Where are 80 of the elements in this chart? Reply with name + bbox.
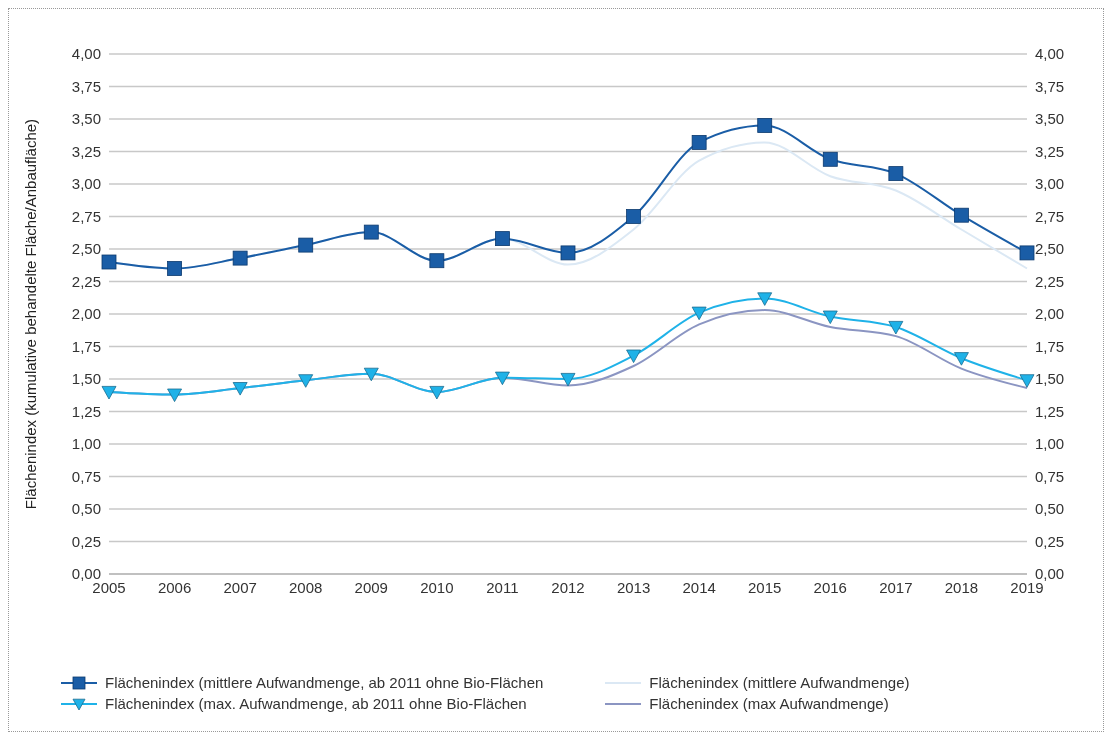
- y2-tick-label: 2,50: [1035, 240, 1065, 258]
- y-tick-label: 4,00: [71, 45, 101, 63]
- legend-label: Flächenindex (mittlere Aufwandmenge, ab 2011 ohne Bio-Flächen: [105, 674, 544, 691]
- x-tick-label: 2006: [157, 578, 192, 596]
- y2-tick-label: 1,00: [1035, 435, 1065, 453]
- point: [954, 352, 969, 366]
- point: [232, 250, 248, 266]
- point: [429, 253, 445, 269]
- point: [363, 224, 379, 240]
- y-tick-label: 1,25: [71, 402, 101, 420]
- y-tick-label: 2,25: [71, 272, 101, 290]
- point: [167, 388, 182, 402]
- point: [560, 245, 576, 261]
- y2-tick-label: 0,50: [1035, 500, 1065, 518]
- point: [822, 151, 838, 167]
- x-tick-label: 2008: [289, 578, 323, 596]
- point: [560, 373, 576, 387]
- y2-tick-label: 3,75: [1035, 77, 1065, 95]
- y-tick-label: 3,50: [71, 110, 101, 128]
- point: [167, 261, 182, 276]
- y-tick-label: 0,50: [71, 500, 101, 518]
- y-tick-label: 1,00: [71, 435, 101, 453]
- y2-tick-label: 3,00: [1035, 175, 1065, 193]
- point: [822, 310, 838, 324]
- y-tick-label: 2,00: [71, 305, 101, 323]
- y-tick-label: 0,25: [71, 532, 101, 550]
- y-axis-title: Flächenindex (kumulative behandelte Fläche/Anbaufläche): [22, 118, 40, 510]
- x-tick-label: 2017: [879, 578, 913, 596]
- y2-tick-label: 1,50: [1035, 370, 1065, 388]
- point: [363, 367, 379, 382]
- x-tick-label: 2018: [944, 578, 979, 596]
- y2-tick-label: 4,00: [1035, 45, 1065, 63]
- point: [298, 374, 314, 388]
- y-tick-label: 2,75: [71, 207, 101, 225]
- x-tick-label: 2016: [813, 578, 847, 596]
- point: [888, 321, 904, 335]
- legend-label: Flächenindex (max Aufwandmenge): [649, 695, 889, 712]
- y2-tick-label: 3,25: [1035, 142, 1065, 160]
- y-tick-label: 3,25: [71, 142, 101, 160]
- point: [691, 306, 707, 321]
- x-tick-label: 2013: [616, 578, 651, 596]
- x-tick-label: 2009: [354, 578, 388, 596]
- point: [232, 382, 248, 396]
- y-tick-label: 0,75: [71, 467, 101, 485]
- y2-tick-label: 0,75: [1035, 467, 1065, 485]
- x-tick-label: 2014: [682, 578, 716, 596]
- point: [298, 237, 314, 253]
- x-tick-label: 2007: [223, 578, 257, 596]
- x-tick-label: 2012: [551, 578, 585, 596]
- point: [757, 118, 773, 133]
- y-tick-label: 1,50: [71, 370, 101, 388]
- y-tick-label: 3,75: [71, 77, 101, 95]
- point: [101, 386, 117, 400]
- point: [626, 349, 641, 363]
- y-tick-label: 3,00: [71, 175, 101, 193]
- point: [429, 386, 445, 400]
- point: [757, 292, 773, 306]
- y2-tick-label: 2,25: [1035, 272, 1065, 290]
- point: [888, 166, 904, 181]
- y2-tick-label: 0,25: [1035, 532, 1065, 550]
- point: [495, 371, 510, 386]
- y-tick-label: 2,50: [71, 240, 101, 258]
- x-tick-label: 2010: [420, 578, 454, 596]
- y2-tick-label: 2,00: [1035, 305, 1065, 323]
- x-tick-label: 2011: [486, 578, 519, 596]
- point: [691, 135, 707, 150]
- y-tick-label: 1,75: [71, 337, 101, 355]
- point: [954, 207, 969, 223]
- point: [626, 209, 641, 224]
- legend-label: Flächenindex (max. Aufwandmenge, ab 2011 ohne Bio-Flächen: [105, 695, 527, 712]
- y2-tick-label: 1,75: [1035, 337, 1065, 355]
- y2-tick-label: 2,75: [1035, 207, 1065, 225]
- y2-tick-label: 3,50: [1035, 110, 1065, 128]
- point: [495, 231, 510, 246]
- point: [1019, 245, 1035, 261]
- legend-label: Flächenindex (mittlere Aufwandmenge): [649, 674, 910, 691]
- y2-tick-label: 1,25: [1035, 402, 1065, 420]
- point: [1019, 374, 1035, 388]
- x-tick-label: 2015: [748, 578, 782, 596]
- point: [101, 254, 117, 270]
